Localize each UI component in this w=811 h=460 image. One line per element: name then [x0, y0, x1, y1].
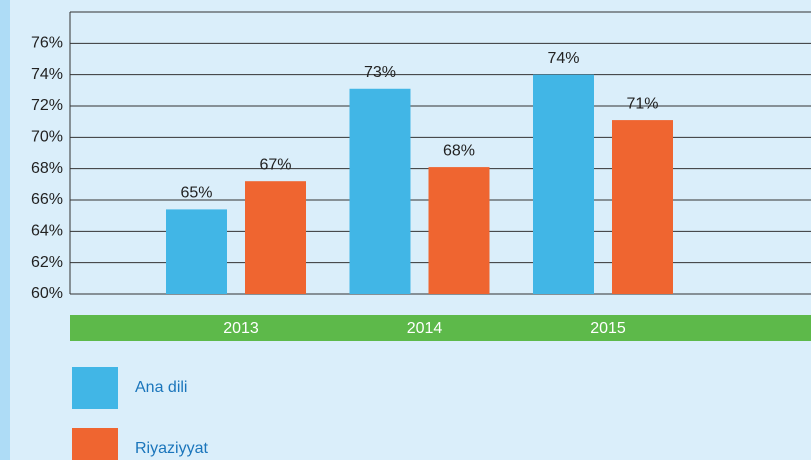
legend-label: Ana dili	[135, 379, 187, 396]
y-tick-label: 74%	[31, 66, 63, 83]
y-tick-label: 72%	[31, 97, 63, 114]
x-tick-label: 2015	[590, 320, 626, 337]
bar	[166, 209, 227, 294]
data-label: 67%	[259, 156, 291, 173]
y-tick-label: 66%	[31, 191, 63, 208]
legend-swatch	[72, 428, 118, 460]
data-label: 65%	[180, 185, 212, 202]
data-label: 71%	[626, 95, 658, 112]
bar	[533, 74, 594, 295]
y-tick-label: 68%	[31, 160, 63, 177]
y-tick-label: 62%	[31, 254, 63, 271]
y-tick-label: 70%	[31, 129, 63, 146]
legend-label: Riyaziyyat	[135, 440, 208, 457]
bar	[349, 88, 411, 295]
bar	[245, 181, 306, 294]
category-band	[70, 315, 811, 341]
x-tick-label: 2013	[223, 320, 259, 337]
data-label: 74%	[547, 50, 579, 67]
y-tick-label: 64%	[31, 223, 63, 240]
y-tick-label: 60%	[31, 285, 63, 302]
bar	[428, 167, 490, 294]
legend-swatch	[72, 367, 118, 409]
y-tick-label: 76%	[31, 35, 63, 52]
side-strip	[0, 0, 10, 460]
data-label: 68%	[443, 142, 475, 159]
data-label: 73%	[364, 64, 396, 81]
x-tick-label: 2014	[407, 320, 443, 337]
bar	[612, 120, 673, 294]
